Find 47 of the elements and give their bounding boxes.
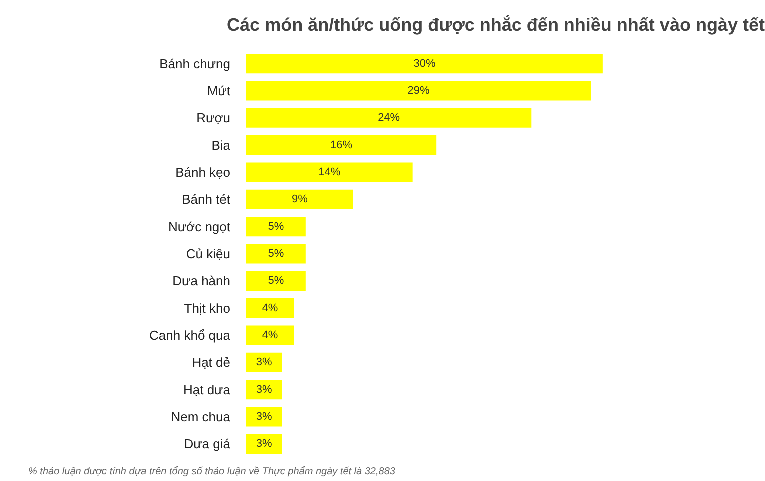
data-label: 29% bbox=[408, 84, 430, 97]
data-label: 5% bbox=[268, 248, 284, 260]
y-tick-label: Dưa hành bbox=[172, 274, 231, 289]
data-label: 4% bbox=[262, 302, 278, 314]
data-label: 30% bbox=[414, 58, 436, 70]
y-tick-label: Dưa giá bbox=[184, 436, 232, 452]
y-tick-label: Hạt dưa bbox=[183, 382, 232, 398]
y-tick-label: Canh khổ qua bbox=[150, 328, 232, 344]
bar bbox=[246, 326, 294, 346]
y-tick-label: Hạt dẻ bbox=[192, 355, 231, 370]
y-tick-label: Nước ngọt bbox=[168, 219, 231, 234]
bar bbox=[246, 54, 603, 74]
y-tick-label: Bia bbox=[212, 138, 232, 153]
bar bbox=[246, 298, 294, 318]
y-tick-label: Bánh tét bbox=[182, 192, 231, 208]
y-tick-label: Mứt bbox=[207, 83, 231, 98]
y-tick-label: Củ kiệu bbox=[186, 246, 230, 262]
y-tick-label: Bánh kẹo bbox=[176, 164, 231, 180]
y-tick-label: Rượu bbox=[196, 110, 231, 126]
text: % thảo luận được tính dựa trên tổng số thảo luận về Thực phẩm ngày tết là 32,883 bbox=[28, 466, 396, 478]
data-label: 3% bbox=[256, 438, 272, 450]
bar bbox=[246, 81, 592, 101]
bar bbox=[246, 380, 282, 400]
data-label: 9% bbox=[292, 194, 308, 206]
data-label: 3% bbox=[256, 356, 272, 369]
data-label: 3% bbox=[256, 384, 272, 396]
data-label: 16% bbox=[330, 139, 353, 152]
data-label: 5% bbox=[268, 275, 284, 288]
bar bbox=[246, 244, 306, 264]
bar bbox=[246, 271, 306, 291]
y-tick-label: Nem chua bbox=[171, 410, 232, 425]
bar bbox=[246, 352, 282, 372]
data-label: 4% bbox=[262, 330, 278, 342]
bar bbox=[246, 434, 282, 454]
y-tick-label: Bánh chưng bbox=[160, 56, 231, 72]
bar bbox=[246, 190, 354, 210]
bar bbox=[246, 162, 413, 182]
bar bbox=[246, 407, 282, 427]
y-tick-label: Thịt kho bbox=[184, 300, 231, 316]
bar bbox=[246, 108, 532, 128]
data-label: 5% bbox=[268, 220, 284, 233]
bar bbox=[246, 217, 306, 237]
chart-title: Các món ăn/thức uống được nhắc đến nhiều nhất vào ngày tết bbox=[227, 14, 765, 35]
bar bbox=[246, 136, 437, 156]
data-label: 14% bbox=[318, 166, 341, 178]
data-label: 3% bbox=[256, 411, 272, 424]
data-label: 24% bbox=[378, 112, 400, 124]
